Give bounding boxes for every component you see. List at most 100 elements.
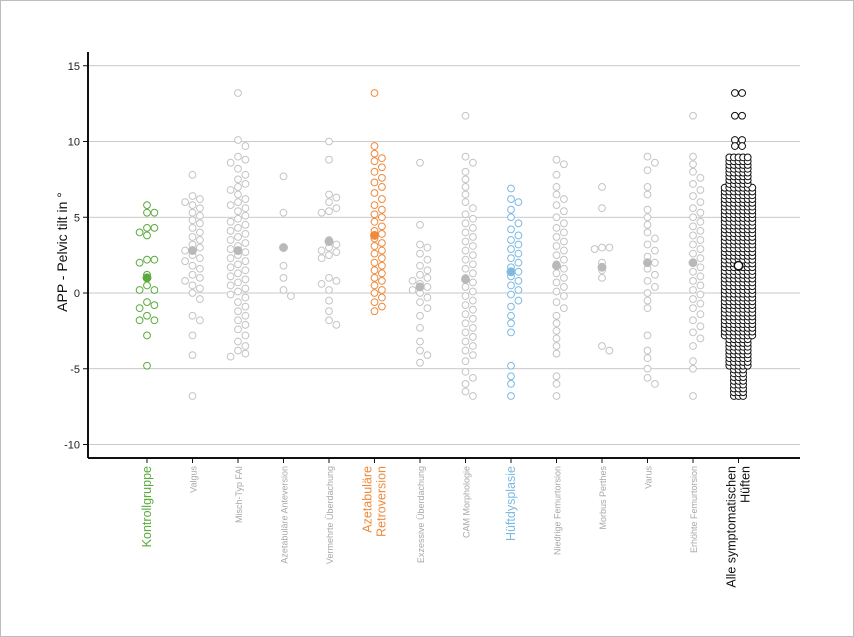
data-point (696, 173, 705, 182)
data-point (651, 246, 659, 255)
data-point (188, 311, 197, 320)
data-point (696, 334, 705, 343)
data-point (507, 311, 515, 320)
data-point (651, 283, 659, 291)
data-point (234, 260, 242, 269)
data-points (135, 89, 757, 400)
mean-marker (643, 258, 652, 268)
data-point (317, 254, 326, 263)
data-point (378, 239, 386, 247)
data-point (196, 228, 204, 237)
mean-marker (733, 260, 744, 271)
data-point (560, 207, 568, 216)
data-point (378, 222, 386, 231)
data-point (461, 319, 470, 328)
data-point (423, 304, 432, 313)
data-point (560, 264, 568, 273)
data-point (696, 186, 705, 194)
data-point (241, 311, 250, 320)
data-point (423, 243, 432, 252)
data-point (325, 190, 333, 199)
data-point (507, 319, 515, 328)
data-point (416, 311, 424, 320)
data-point (738, 89, 746, 97)
data-point (560, 160, 568, 169)
category-label-line: Alle symptomatischen (725, 466, 739, 588)
data-point (461, 190, 470, 199)
data-point (469, 314, 477, 323)
data-point (651, 270, 659, 279)
data-point (507, 245, 515, 253)
data-point (234, 269, 242, 278)
data-point (234, 183, 242, 191)
data-point (370, 149, 379, 158)
data-point (643, 331, 652, 340)
data-point (317, 280, 326, 288)
data-point (643, 190, 652, 199)
data-point (143, 331, 151, 340)
data-point (332, 276, 341, 285)
data-point (196, 243, 204, 252)
data-point (643, 346, 652, 355)
data-point (241, 155, 250, 164)
data-point (241, 204, 250, 213)
gridlines (88, 65, 800, 445)
data-point (461, 264, 470, 273)
data-point (332, 248, 341, 256)
data-point (514, 258, 523, 267)
data-point (234, 287, 242, 296)
data-point (188, 331, 197, 340)
data-point (226, 245, 235, 253)
data-point (643, 183, 652, 191)
data-point (370, 266, 379, 275)
mean-marker (324, 237, 334, 246)
data-point (143, 281, 151, 290)
data-point (689, 342, 697, 350)
data-point (514, 267, 523, 276)
data-point (234, 298, 242, 306)
data-point (643, 228, 652, 237)
data-point (196, 195, 204, 203)
x-category-label: Vermehrte Überdachung (325, 466, 335, 564)
data-point (689, 249, 697, 258)
data-point (461, 111, 470, 120)
data-point (469, 296, 477, 305)
x-category-labels: Kontrollgruppe Valgus Misch-Typ FAI Azetabu… (140, 466, 753, 588)
data-point (234, 152, 242, 161)
data-point (234, 214, 242, 223)
data-point (188, 392, 197, 400)
data-point (461, 380, 470, 388)
data-point (143, 361, 151, 370)
data-point (507, 184, 515, 193)
y-tick-label: 10 (68, 137, 80, 149)
data-point (234, 175, 242, 184)
data-point (560, 273, 568, 282)
data-point (188, 208, 197, 217)
data-point (689, 364, 697, 373)
data-point (651, 234, 659, 243)
data-point (188, 281, 197, 290)
data-point (552, 190, 561, 199)
data-point (469, 223, 477, 232)
data-point (461, 283, 470, 291)
mean-marker (370, 230, 379, 240)
data-point (143, 255, 151, 264)
data-point (560, 304, 568, 313)
data-point (643, 276, 652, 285)
data-point (378, 293, 386, 302)
data-point (643, 152, 652, 161)
data-point (507, 328, 515, 337)
data-point (689, 267, 697, 276)
data-point (188, 351, 197, 360)
data-point (507, 372, 515, 381)
data-point (507, 236, 515, 244)
mean-marker (688, 258, 698, 268)
data-point (226, 281, 235, 290)
data-point (279, 208, 288, 217)
data-point (461, 198, 470, 207)
data-point (378, 213, 386, 222)
data-point (226, 217, 235, 226)
mean-marker (415, 282, 425, 292)
data-point (469, 269, 477, 278)
data-point (408, 286, 417, 294)
